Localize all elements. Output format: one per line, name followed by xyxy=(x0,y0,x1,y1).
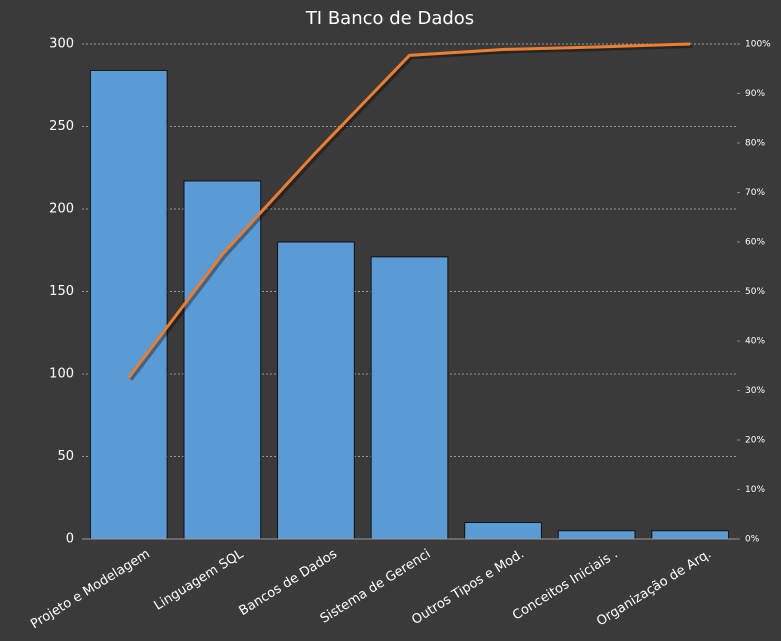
y2-tick-label: 10% xyxy=(745,485,765,495)
y-tick-label: 300 xyxy=(49,37,74,52)
y2-tick-label: 20% xyxy=(745,436,765,446)
y2-tick-label: 60% xyxy=(745,238,765,248)
y-tick-label: 200 xyxy=(49,202,74,217)
bar xyxy=(277,241,355,540)
chart-title: TI Banco de Dados xyxy=(305,8,474,29)
bar xyxy=(370,256,449,540)
bar xyxy=(464,522,542,540)
y2-tick-label: 80% xyxy=(745,139,765,149)
bar xyxy=(651,530,730,540)
bar xyxy=(89,69,168,540)
y2-tick-label: 90% xyxy=(745,89,765,99)
y-tick-label: 250 xyxy=(49,119,74,134)
y-tick-label: 50 xyxy=(57,449,74,464)
bar xyxy=(557,530,636,540)
y-tick-label: 0 xyxy=(66,532,74,547)
y2-tick-label: 40% xyxy=(745,337,765,347)
y-tick-label: 150 xyxy=(49,284,74,299)
y2-tick-label: 30% xyxy=(745,386,765,396)
y2-tick-label: 50% xyxy=(745,287,765,297)
y-tick-label: 100 xyxy=(49,367,74,382)
y2-tick-label: 0% xyxy=(745,535,760,545)
cumulative-line xyxy=(127,42,691,379)
y2-tick-label: 70% xyxy=(745,188,765,198)
bar xyxy=(183,180,262,540)
y2-tick-label: 100% xyxy=(745,40,771,50)
shadow-line xyxy=(129,44,693,381)
